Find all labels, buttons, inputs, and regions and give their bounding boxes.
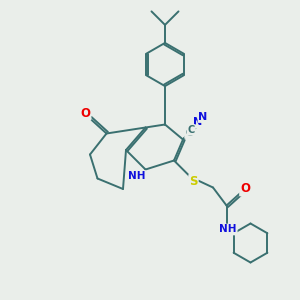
Text: C: C: [188, 125, 195, 135]
Text: NH: NH: [128, 171, 146, 181]
Text: S: S: [189, 175, 198, 188]
Text: C: C: [185, 128, 192, 138]
Text: O: O: [80, 106, 91, 120]
Text: N: N: [199, 112, 208, 122]
Text: NH: NH: [219, 224, 237, 235]
Text: O: O: [240, 182, 250, 196]
Text: N: N: [194, 117, 202, 127]
